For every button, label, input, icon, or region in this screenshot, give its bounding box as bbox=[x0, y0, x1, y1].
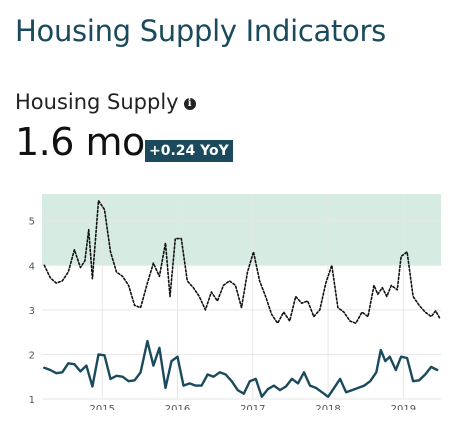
x-tick-label: 2015 bbox=[89, 404, 114, 410]
x-tick-label: 2016 bbox=[165, 404, 190, 410]
y-tick-label: 3 bbox=[29, 306, 35, 317]
solid-series-line bbox=[43, 339, 439, 398]
y-tick-label: 1 bbox=[29, 395, 35, 406]
y-tick-label: 4 bbox=[29, 261, 35, 272]
yoy-change-badge: +0.24 YoY bbox=[145, 140, 233, 162]
dotted-series-line bbox=[43, 199, 441, 324]
housing-supply-chart: 1 2 3 4 5 2015 2016 2017 2018 2019 bbox=[29, 194, 441, 410]
y-tick-label: 2 bbox=[29, 350, 35, 361]
x-tick-label: 2017 bbox=[240, 404, 265, 410]
page-title: Housing Supply Indicators bbox=[15, 14, 386, 48]
x-tick-label: 2018 bbox=[315, 404, 340, 410]
y-tick-label: 5 bbox=[29, 217, 35, 228]
info-icon[interactable]: i bbox=[183, 97, 196, 110]
highlight-band bbox=[42, 194, 441, 266]
metric-value: 1.6 mo bbox=[15, 120, 145, 164]
metric-label-text: Housing Supply bbox=[15, 90, 179, 114]
x-tick-label: 2019 bbox=[391, 404, 416, 410]
metric-label: Housing Supply i bbox=[15, 90, 196, 114]
